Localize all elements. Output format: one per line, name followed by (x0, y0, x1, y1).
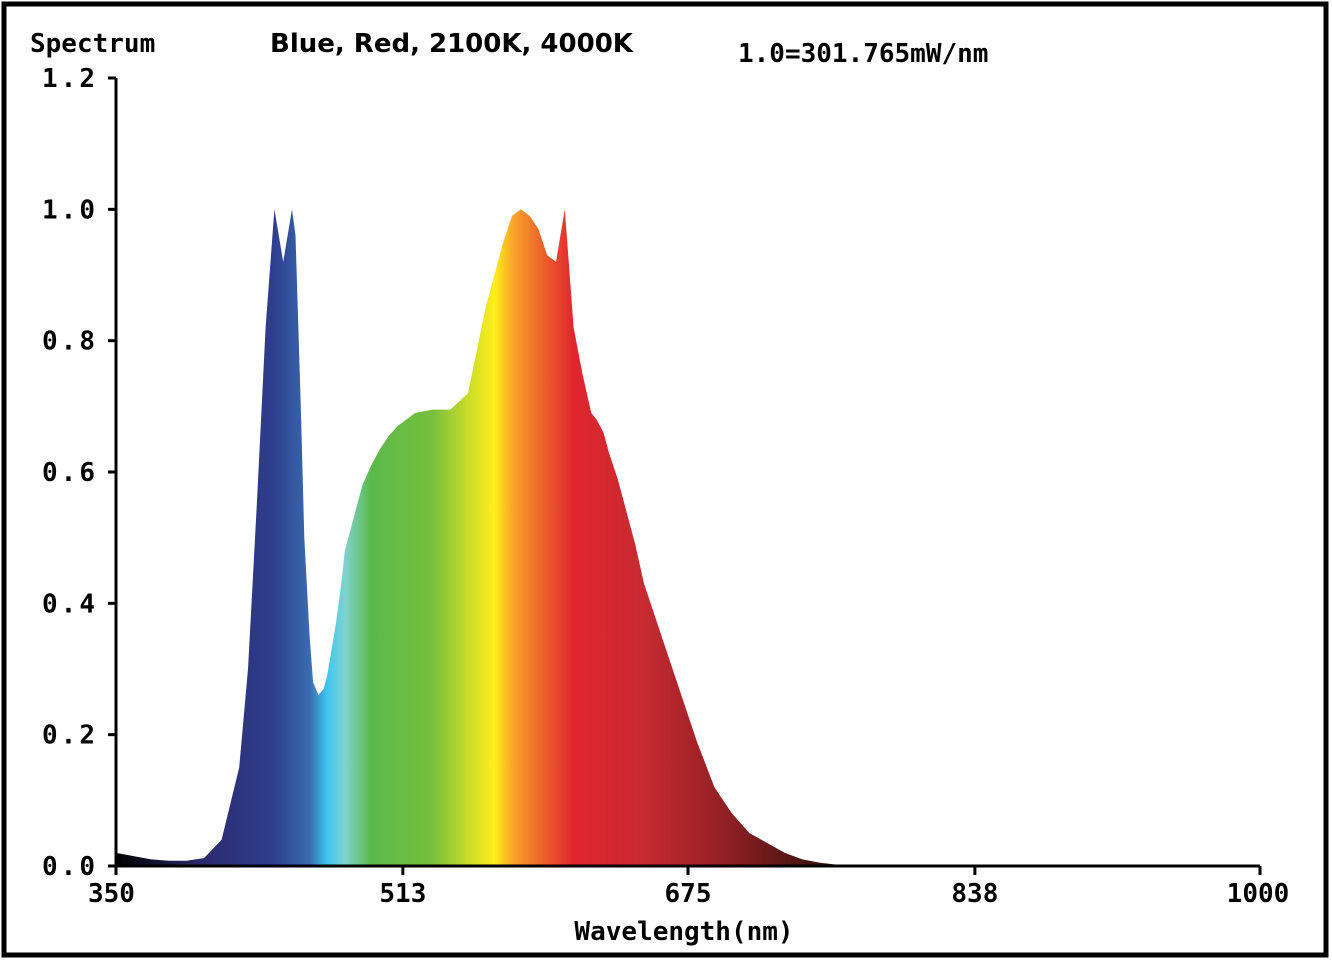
y-axis-ticks: 0.0 0.2 0.4 0.6 0.8 1.0 1.2 (42, 64, 116, 882)
x-tick-label: 350 (88, 879, 135, 909)
chart-subtitle: Blue, Red, 2100K, 4000K (270, 29, 634, 59)
y-tick-label: 0.2 (42, 721, 98, 751)
scale-note: 1.0=301.765mW/nm (738, 39, 988, 69)
y-tick-label: 0.8 (42, 327, 98, 357)
y-tick-label: 1.2 (42, 64, 98, 94)
x-tick-label: 513 (379, 879, 426, 909)
y-tick-label: 1.0 (42, 195, 98, 225)
x-tick-label: 675 (665, 879, 712, 909)
y-tick-label: 0.0 (42, 852, 98, 882)
x-axis-ticks: 350 513 675 838 1000 (88, 866, 1289, 909)
x-tick-label: 838 (951, 879, 998, 909)
x-axis-label: Wavelength(nm) (574, 917, 793, 947)
spectrum-area (116, 209, 1260, 867)
spectrum-area-layer (116, 209, 1260, 867)
x-tick-label: 1000 (1227, 879, 1290, 909)
y-tick-label: 0.4 (42, 589, 98, 619)
y-tick-label: 0.6 (42, 458, 98, 488)
chart-title: Spectrum (30, 29, 155, 59)
